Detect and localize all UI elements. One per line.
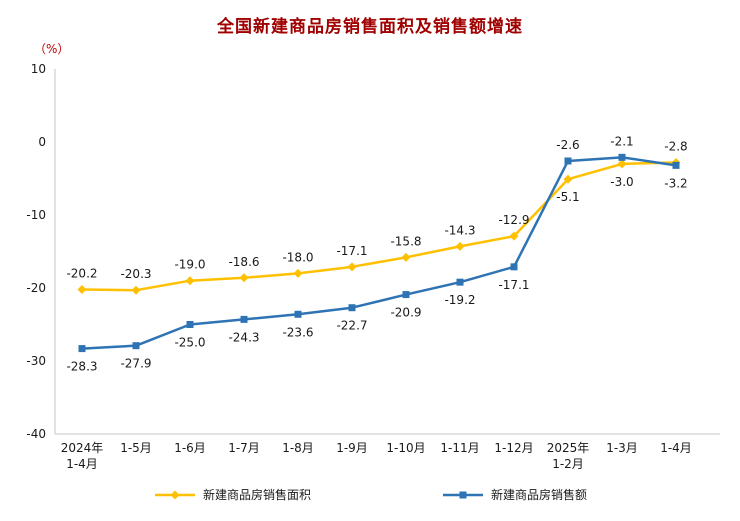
data-label: -2.1 [610, 134, 633, 148]
data-label: -19.2 [444, 293, 475, 307]
data-label: -20.2 [66, 266, 97, 280]
data-point-marker [294, 310, 302, 318]
data-point-marker [564, 157, 572, 165]
legend-item-sales-area: 新建商品房销售面积 [153, 486, 311, 503]
data-label: -15.8 [390, 234, 421, 248]
x-tick-label: 1-5月 [120, 441, 152, 455]
data-label: -25.0 [174, 336, 205, 350]
data-label: -23.6 [282, 325, 313, 339]
data-point-marker [672, 161, 680, 169]
data-label: -28.3 [66, 360, 97, 374]
legend-label-sales-area: 新建商品房销售面积 [202, 488, 311, 502]
data-point-marker [510, 263, 518, 271]
y-tick-label: 10 [31, 62, 46, 76]
y-tick-label: -30 [26, 354, 46, 368]
legend-item-sales-amount: 新建商品房销售额 [441, 486, 587, 503]
legend-marker-square-icon [459, 491, 467, 498]
data-label: -27.9 [120, 357, 151, 371]
data-point-marker [185, 276, 195, 286]
x-tick-label: 2024年 [61, 441, 104, 455]
series-line-0 [81, 161, 677, 292]
data-label: -19.0 [174, 258, 205, 272]
data-label: -17.1 [498, 278, 529, 292]
data-label: -5.1 [556, 190, 579, 204]
y-axis-unit-label: （%） [34, 42, 69, 56]
data-label: -17.1 [336, 244, 367, 258]
x-tick-label: 1-3月 [606, 441, 638, 455]
data-point-marker [509, 231, 519, 241]
x-tick-label: 1-12月 [494, 441, 533, 455]
x-tick-label: 1-9月 [336, 441, 368, 455]
x-tick-label: 1-6月 [174, 441, 206, 455]
chart-canvas: （%） 10 0 -10 -20 -30 -40 2024年 1-4月 1-5月 1-6月 1-7月 1… [26, 42, 720, 471]
data-point-marker [186, 321, 194, 328]
data-label: -18.6 [228, 255, 259, 269]
legend-swatch-sales-amount [443, 491, 483, 498]
data-point-marker [618, 153, 626, 161]
data-point-marker [77, 284, 87, 294]
x-tick-label: 1-10月 [386, 441, 425, 455]
data-point-marker [347, 262, 357, 272]
data-label: -20.9 [390, 306, 421, 320]
data-label: -3.0 [610, 175, 633, 189]
data-label: -20.3 [120, 267, 151, 281]
x-tick-label: 1-2月 [552, 457, 584, 471]
x-tick-label: 1-4月 [660, 441, 692, 455]
data-label: -2.6 [556, 138, 579, 152]
data-label: -2.8 [664, 139, 687, 153]
data-point-marker [239, 273, 249, 283]
x-tick-label: 1-4月 [66, 457, 98, 471]
data-point-marker [455, 241, 465, 251]
data-point-marker [132, 342, 140, 350]
series-line-1 [81, 156, 677, 350]
data-point-marker [401, 252, 411, 262]
x-tick-label: 1-11月 [440, 441, 479, 455]
data-point-marker [78, 345, 86, 353]
data-point-marker [293, 268, 303, 278]
x-tick-label: 2025年 [547, 441, 590, 455]
data-point-marker [456, 278, 464, 286]
y-tick-label: -40 [26, 427, 46, 441]
data-point-marker [402, 291, 410, 299]
x-tick-label: 1-8月 [282, 441, 314, 455]
data-point-marker [617, 159, 627, 169]
data-point-marker [563, 174, 573, 184]
data-point-marker [131, 285, 141, 295]
chart-legend: 新建商品房销售面积 新建商品房销售额 [0, 486, 740, 503]
data-label: -14.3 [444, 223, 475, 237]
data-label: -3.2 [664, 176, 687, 190]
y-tick-label: 0 [38, 135, 46, 149]
data-label: -24.3 [228, 330, 259, 344]
legend-marker-diamond-icon [170, 490, 180, 499]
legend-label-sales-amount: 新建商品房销售额 [491, 488, 588, 502]
y-tick-label: -20 [26, 281, 46, 295]
data-label: -18.0 [282, 250, 313, 264]
x-tick-label: 1-7月 [228, 441, 260, 455]
chart-title: 全国新建商品房销售面积及销售额增速 [217, 17, 523, 37]
legend-swatch-sales-area [154, 490, 195, 499]
data-label: -12.9 [498, 213, 529, 227]
data-label: -22.7 [336, 319, 367, 333]
y-tick-label: -10 [26, 208, 46, 222]
data-point-marker [348, 304, 356, 312]
data-point-marker [240, 315, 248, 323]
